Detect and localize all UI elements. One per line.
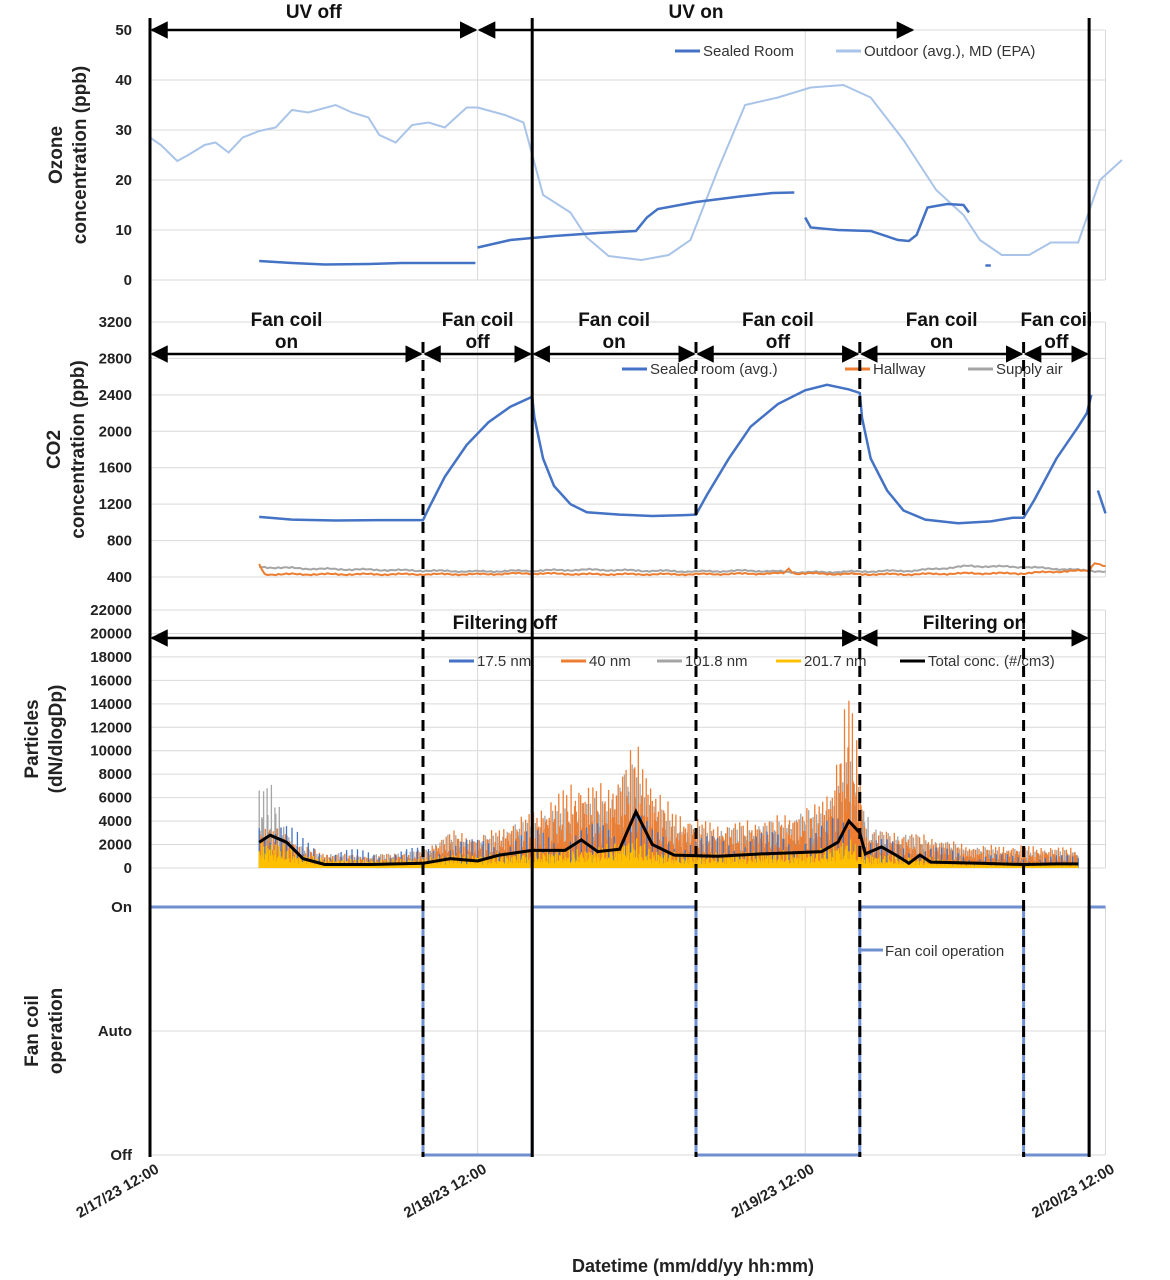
y-tick-label: 14000	[90, 696, 132, 713]
y-tick-label: 400	[107, 569, 132, 586]
x-tick-label: 2/19/23 12:00	[729, 1161, 818, 1222]
y-tick-label: 2800	[99, 350, 132, 367]
co2-supply-air-line	[259, 564, 1106, 575]
y-tick-label: 0	[124, 860, 132, 877]
legend-entry: Total conc. (#/cm3)	[928, 653, 1055, 670]
y-tick-label: 10000	[90, 743, 132, 760]
y-tick-label: 8000	[99, 766, 132, 783]
period-label: Fan coil	[251, 310, 323, 331]
period-label: Fan coil	[742, 310, 814, 331]
y-tick-label: 1200	[99, 496, 132, 513]
particles-total-conc-line	[258, 808, 1079, 867]
y-axis-label: concentration (ppb)	[70, 66, 91, 244]
ozone-outdoor-line	[149, 83, 1123, 262]
y-tick-label: 1600	[99, 460, 132, 477]
period-label: on	[930, 332, 953, 353]
y-tick-label: 3200	[99, 314, 132, 331]
legend-entry: Hallway	[873, 361, 926, 378]
y-tick-label: 12000	[90, 719, 132, 736]
ozone-sealed-room-line	[477, 191, 795, 249]
co2-sealed-room-line	[259, 383, 1093, 525]
y-axis-label: operation	[46, 988, 67, 1075]
ozone-sealed-room-line	[259, 259, 476, 266]
period-label: on	[275, 332, 298, 353]
y-tick-label: 0	[124, 272, 132, 289]
y-axis-label: (dN/dlogDp)	[46, 685, 67, 794]
y-tick-label: 2000	[99, 837, 132, 854]
legend-entry: 40 nm	[589, 653, 631, 670]
period-label: Filtering on	[923, 613, 1026, 634]
x-tick-label: 2/17/23 12:00	[73, 1161, 162, 1222]
legend-entry: 101.8 nm	[685, 653, 748, 670]
legend-entry: Supply air	[996, 361, 1063, 378]
y-tick-label: 4000	[99, 813, 132, 830]
y-tick-label: 800	[107, 533, 132, 550]
ozone-sealed-room-line	[804, 202, 971, 243]
y-tick-label: Auto	[98, 1023, 132, 1040]
y-axis-label: Particles	[22, 699, 43, 778]
x-axis-label: Datetime (mm/dd/yy hh:mm)	[572, 1256, 814, 1276]
legend-entry: Sealed room (avg.)	[650, 361, 778, 378]
y-tick-label: 50	[115, 22, 132, 39]
period-label: Fan coil	[578, 310, 650, 331]
y-tick-label: 2400	[99, 387, 132, 404]
period-label: off	[465, 332, 490, 353]
period-label: Fan coil	[1020, 310, 1092, 331]
y-tick-label: 6000	[99, 790, 132, 807]
y-tick-label: 30	[115, 122, 132, 139]
y-tick-label: 40	[115, 72, 132, 89]
period-label: Fan coil	[442, 310, 514, 331]
y-axis-label: Fan coil	[22, 995, 43, 1067]
x-tick-label: 2/18/23 12:00	[401, 1161, 490, 1222]
y-tick-label: 22000	[90, 602, 132, 619]
y-tick-label: Off	[110, 1147, 133, 1164]
y-tick-label: 20000	[90, 625, 132, 642]
legend-entry: 17.5 nm	[477, 653, 531, 670]
period-label: on	[602, 332, 625, 353]
y-tick-label: 20	[115, 172, 132, 189]
period-label: off	[1044, 332, 1069, 353]
period-label: UV off	[286, 2, 343, 23]
y-tick-label: 2000	[99, 423, 132, 440]
legend-fan-coil: Fan coil operation	[885, 943, 1004, 960]
y-tick-label: On	[111, 899, 132, 916]
y-tick-label: 18000	[90, 649, 132, 666]
legend-outdoor: Outdoor (avg.), MD (EPA)	[864, 43, 1035, 60]
period-label: off	[766, 332, 791, 353]
co2-sealed-room-line	[1096, 490, 1107, 514]
y-tick-label: 16000	[90, 672, 132, 689]
y-axis-label: concentration (ppb)	[68, 360, 89, 538]
legend-sealed-room: Sealed Room	[703, 43, 794, 60]
y-tick-label: 10	[115, 222, 132, 239]
x-tick-label: 2/20/23 12:00	[1029, 1161, 1118, 1222]
period-label: Fan coil	[906, 310, 978, 331]
y-axis-label: Ozone	[46, 126, 67, 184]
co2-hallway-line	[258, 562, 1106, 577]
period-label: Filtering off	[453, 613, 558, 634]
fan-coil-operation-line	[150, 905, 1106, 1157]
y-axis-label: CO2	[44, 430, 65, 469]
legend-entry: 201.7 nm	[804, 653, 867, 670]
period-label: UV on	[669, 2, 724, 23]
